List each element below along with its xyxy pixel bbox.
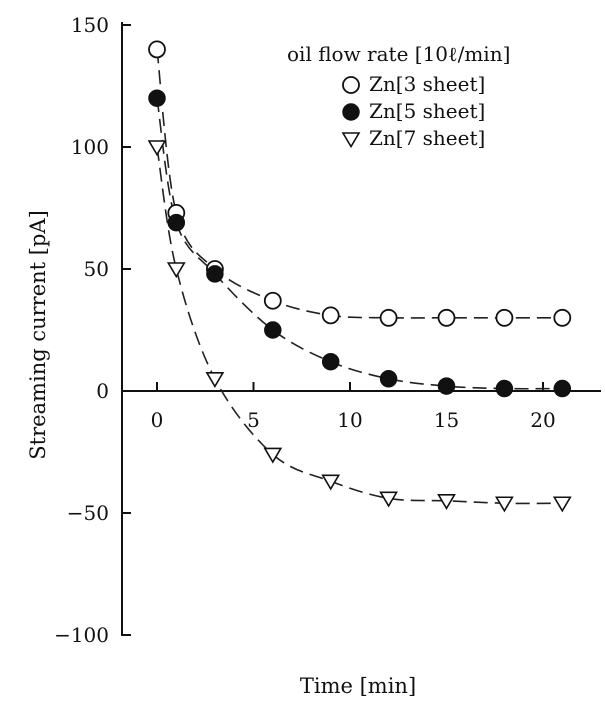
- legend-label: Zn[7 sheet]: [369, 126, 485, 150]
- series-curve: [156, 49, 563, 319]
- y-tick-label: 0: [96, 379, 109, 403]
- x-tick-label: 10: [337, 408, 362, 432]
- legend-marker: [341, 132, 361, 149]
- data-point: [379, 370, 398, 388]
- data-point: [264, 321, 282, 339]
- x-tick-label: 20: [530, 408, 555, 432]
- data-point: [437, 493, 456, 510]
- data-point: [495, 308, 514, 327]
- data-point: [263, 291, 282, 310]
- legend: oil flow rate [10ℓ/min] Zn[3 sheet] Zn[5 …: [287, 42, 510, 150]
- series-curve: [156, 98, 563, 390]
- y-tick-label: 50: [84, 257, 109, 281]
- x-tick-label: 0: [151, 408, 164, 432]
- data-point: [206, 265, 224, 283]
- data-point: [167, 213, 186, 232]
- x-tick-label: 5: [247, 408, 260, 432]
- data-point: [553, 379, 572, 398]
- legend-items: Zn[3 sheet] Zn[5 sheet] Zn[7 sheet]: [341, 72, 485, 150]
- data-point: [379, 308, 398, 327]
- data-point: [553, 308, 572, 327]
- data-point: [321, 474, 341, 491]
- data-point: [263, 447, 283, 464]
- axis-ticks: 150 100 50 0 −50 −100 0 5 10 15 20: [54, 13, 556, 647]
- data-point: [166, 262, 186, 279]
- data-point: [379, 491, 398, 508]
- data-point: [495, 379, 514, 398]
- axes: [121, 22, 601, 636]
- y-tick-label: −100: [54, 623, 109, 647]
- legend-marker: [342, 103, 360, 121]
- legend-title: oil flow rate [10ℓ/min]: [287, 42, 510, 66]
- data-point: [437, 308, 456, 327]
- y-tick-label: 150: [71, 13, 109, 37]
- data-point: [148, 40, 166, 59]
- legend-label: Zn[5 sheet]: [369, 99, 485, 123]
- data-point: [552, 496, 572, 513]
- data-point: [148, 89, 166, 107]
- y-tick-label: 100: [71, 135, 109, 159]
- x-axis-title: Time [min]: [300, 674, 416, 698]
- data-point: [437, 377, 456, 395]
- x-tick-label: 15: [434, 408, 459, 432]
- data-point: [205, 371, 225, 388]
- data-points: [147, 40, 572, 513]
- legend-label: Zn[3 sheet]: [369, 72, 485, 96]
- data-point: [147, 140, 167, 157]
- series-curve: [156, 146, 563, 505]
- data-point: [321, 306, 340, 325]
- y-axis-title: Streaming current [pA]: [26, 210, 50, 460]
- data-point: [495, 496, 514, 513]
- legend-marker: [342, 76, 360, 94]
- y-tick-label: −50: [67, 501, 109, 525]
- data-point: [321, 352, 340, 371]
